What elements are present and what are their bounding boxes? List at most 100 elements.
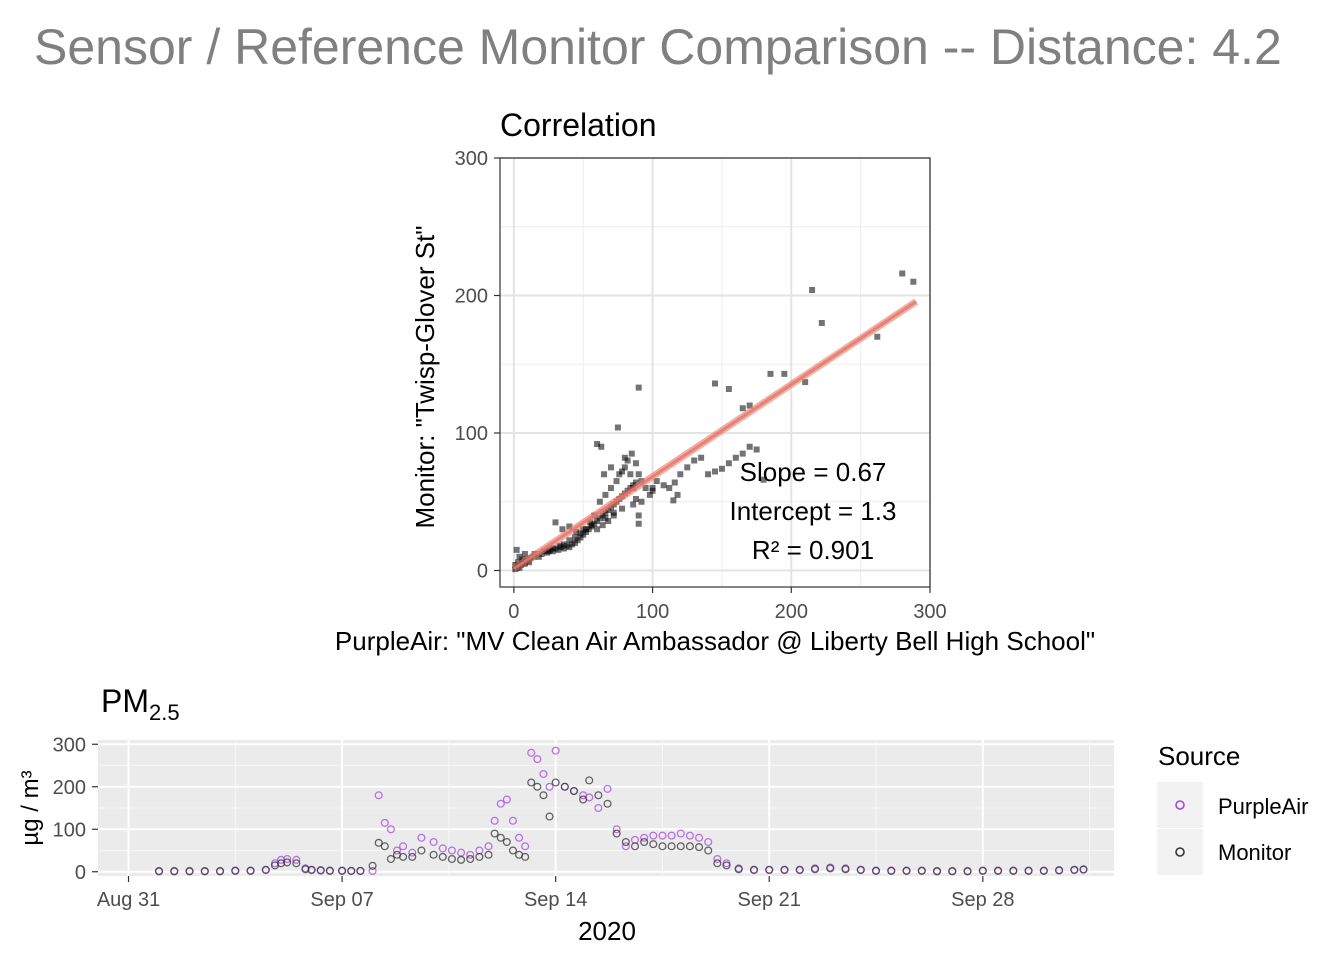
ts-point-monitor: [695, 843, 704, 852]
correlation-point: [559, 526, 566, 533]
ts-point-monitor: [871, 866, 881, 875]
correlation-point: [670, 497, 677, 504]
ts-point-monitor: [585, 776, 594, 785]
timeseries-points: [154, 746, 1088, 876]
ts-point-purpleair: [640, 833, 649, 842]
corr-x-tick-label: 200: [775, 601, 808, 623]
ts-y-tick-label: 100: [53, 819, 86, 841]
ts-point-purpleair: [283, 854, 292, 864]
correlation-point: [571, 534, 578, 541]
ts-point-monitor: [417, 846, 426, 855]
ts-point-monitor: [667, 842, 676, 851]
ts-point-monitor: [154, 867, 164, 876]
correlation-point: [760, 476, 767, 483]
correlation-point: [635, 471, 642, 478]
ts-point-purpleair: [292, 855, 301, 864]
corr-x-tick-label: 0: [508, 601, 519, 623]
correlation-point: [513, 546, 520, 553]
corr-x-tick-label: 300: [913, 601, 946, 623]
ts-point-monitor: [551, 778, 560, 787]
correlation-point: [684, 464, 691, 471]
correlation-point: [705, 471, 712, 478]
ts-point-monitor: [399, 852, 408, 861]
ts-point-purpleair: [429, 837, 438, 847]
ts-point-purpleair: [545, 782, 554, 791]
ts-point-monitor: [713, 859, 722, 868]
ts-y-tick-label: 200: [53, 777, 86, 799]
ts-point-monitor: [215, 867, 225, 876]
ts-point-monitor: [963, 867, 972, 876]
ts-point-monitor: [579, 795, 588, 804]
correlation-point: [613, 478, 620, 485]
ts-point-purpleair: [603, 784, 612, 793]
ts-point-purpleair: [533, 755, 542, 764]
correlation-point: [630, 501, 637, 508]
correlation-point: [660, 482, 667, 489]
ts-point-monitor: [1024, 866, 1033, 875]
legend-marker-monitor: [1175, 847, 1185, 857]
ts-point-monitor: [887, 866, 896, 875]
correlation-point: [718, 465, 725, 472]
ts-point-purpleair: [695, 833, 704, 842]
timeseries-grid: [98, 740, 1114, 876]
correlation-point: [635, 384, 642, 391]
ts-point-monitor: [780, 865, 789, 875]
ts-point-monitor: [429, 850, 438, 859]
timeseries-title-subscript: 2.5: [149, 700, 180, 725]
ts-point-purpleair: [612, 825, 621, 834]
page-title: Sensor / Reference Monitor Comparison --…: [34, 19, 1282, 75]
correlation-point: [594, 526, 601, 533]
ts-point-purpleair: [466, 850, 475, 859]
ts-point-monitor: [649, 840, 658, 849]
ts-point-monitor: [1055, 866, 1064, 875]
ts-point-purpleair: [667, 831, 676, 840]
correlation-title: Correlation: [500, 107, 657, 143]
ts-point-monitor: [734, 865, 743, 874]
corr-y-tick-label: 0: [477, 561, 488, 583]
correlation-point: [671, 479, 678, 486]
legend-marker-purpleair: [1175, 800, 1185, 810]
ts-point-purpleair: [374, 791, 383, 800]
ts-point-monitor: [560, 782, 569, 791]
correlation-point: [781, 370, 788, 377]
ts-x-tick-label: Sep 14: [524, 889, 587, 911]
ts-point-purpleair: [621, 842, 630, 851]
correlation-point: [712, 380, 718, 387]
ts-point-monitor: [170, 867, 179, 876]
legend-title: Source: [1158, 741, 1240, 771]
ts-point-monitor: [316, 866, 325, 875]
correlation-point: [607, 464, 614, 471]
ts-point-monitor: [994, 866, 1003, 875]
ts-point-monitor: [386, 854, 395, 864]
ts-point-monitor: [325, 866, 334, 875]
ts-point-monitor: [246, 866, 255, 875]
correlation-point: [653, 478, 660, 485]
correlation-point: [802, 379, 809, 386]
correlation-point: [677, 471, 684, 478]
ts-point-monitor: [307, 865, 316, 875]
corr-y-tick-label: 100: [455, 423, 488, 445]
timeseries-title-main: PM: [101, 683, 149, 719]
correlation-point: [614, 424, 621, 431]
correlation-y-axis-label: Monitor: "Twisp-Glover St": [410, 225, 440, 528]
correlation-point: [560, 541, 567, 548]
correlation-point: [566, 523, 573, 530]
ts-point-monitor: [621, 837, 630, 847]
timeseries-panel: PM2.5 Aug 31 Sep 07 Sep 14 Sep 21 Sep 28 0 100…: [17, 683, 1308, 946]
correlation-point: [691, 457, 698, 464]
ts-point-monitor: [810, 865, 820, 874]
correlation-point: [566, 537, 573, 544]
correlation-point: [874, 333, 881, 340]
annotation-r2: R² = 0.901: [752, 535, 874, 565]
correlation-point: [725, 386, 732, 392]
ts-point-monitor: [374, 838, 383, 847]
correlation-point: [601, 471, 608, 478]
ts-point-purpleair: [496, 799, 505, 808]
ts-point-monitor: [200, 867, 209, 876]
ts-point-purpleair: [368, 866, 377, 875]
ts-point-monitor: [594, 791, 603, 800]
correlation-point: [635, 520, 642, 527]
ts-point-monitor: [475, 852, 484, 861]
correlation-point: [610, 509, 617, 516]
ts-point-purpleair: [392, 846, 402, 855]
